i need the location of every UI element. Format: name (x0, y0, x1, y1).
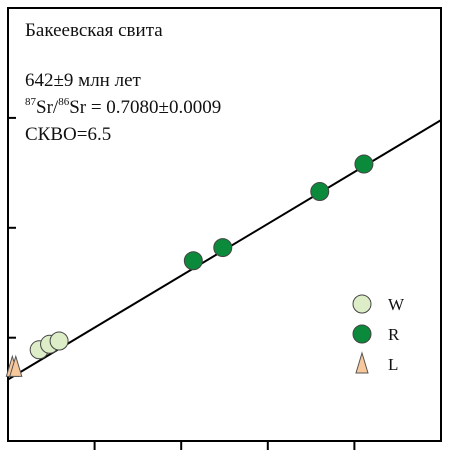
legend-label: W (388, 295, 405, 314)
chart-title: Бакеевская свита (25, 20, 163, 41)
circle-point (352, 324, 372, 344)
sup: 87 (25, 96, 37, 108)
circle-point (354, 154, 374, 174)
circle-point (352, 294, 372, 314)
legend-label: R (388, 325, 400, 344)
circle-point (213, 238, 233, 258)
legend-label: L (388, 355, 398, 374)
triangle-point (355, 351, 369, 374)
text: Sr = 0.7080±0.0009 (69, 97, 221, 118)
text: Sr/ (36, 97, 59, 118)
ratio-annotation: 87Sr/86Sr = 0.7080±0.0009 (25, 96, 221, 118)
triangle-point (9, 354, 23, 377)
circle-point (183, 251, 203, 271)
circle-point (310, 182, 330, 202)
plot-frame (7, 7, 442, 442)
mswd-annotation: СКВО=6.5 (25, 124, 111, 145)
circle-point (49, 331, 69, 351)
age-annotation: 642±9 млн лет (25, 70, 142, 91)
sup: 86 (58, 96, 70, 108)
